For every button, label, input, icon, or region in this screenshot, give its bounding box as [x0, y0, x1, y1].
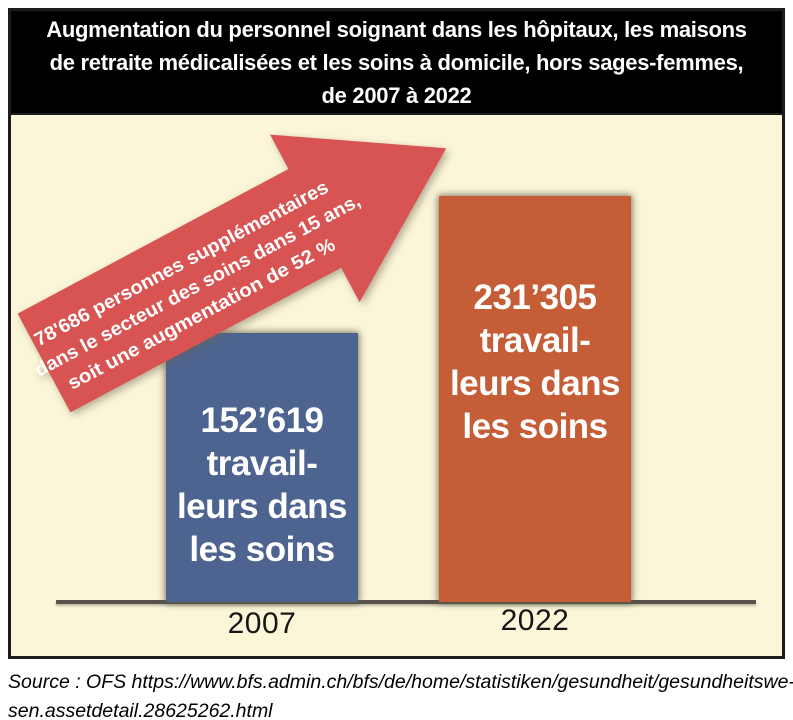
bar-2022-label-line-2: leurs dans [449, 364, 621, 403]
bar-2022-label-line-3: les soins [462, 407, 608, 446]
plot-area: 152’619 travail- leurs dans les soins 23… [11, 115, 782, 656]
bar-2022: 231’305 travail- leurs dans les soins [439, 196, 631, 602]
growth-arrow: 78'686 personnes supplémentaires dans le… [17, 134, 447, 413]
chart-frame: Augmentation du personnel soignant dans … [8, 8, 785, 659]
x-axis-line [56, 600, 756, 604]
bar-2007-label-line-2: leurs dans [176, 487, 348, 526]
source-line-2: sen.assetdetail.28625262.html [8, 700, 273, 720]
bar-2007-label-line-1: travail- [206, 444, 318, 483]
chart-title-line-1: Augmentation du personnel soignant dans … [46, 16, 747, 42]
bar-2007: 152’619 travail- leurs dans les soins [166, 333, 358, 602]
x-tick-2022: 2022 [500, 604, 570, 637]
bar-2007-label-line-3: les soins [189, 530, 335, 569]
chart-title-line-3: de 2007 à 2022 [321, 82, 472, 108]
source-citation: Source : OFS https://www.bfs.admin.ch/bf… [8, 668, 793, 720]
chart-title-line-2: de retraite médicalisées et les soins à … [49, 49, 744, 75]
source-line-1: Source : OFS https://www.bfs.admin.ch/bf… [8, 671, 793, 693]
bar-2022-value: 231’305 [473, 278, 597, 317]
bar-2007-value: 152’619 [200, 401, 324, 440]
x-tick-2007: 2007 [227, 607, 297, 640]
growth-arrow-text-line-1: 78'686 personnes supplémentaires [31, 177, 332, 351]
chart-title: Augmentation du personnel soignant dans … [11, 11, 782, 115]
bar-2022-label-line-1: travail- [479, 321, 591, 360]
